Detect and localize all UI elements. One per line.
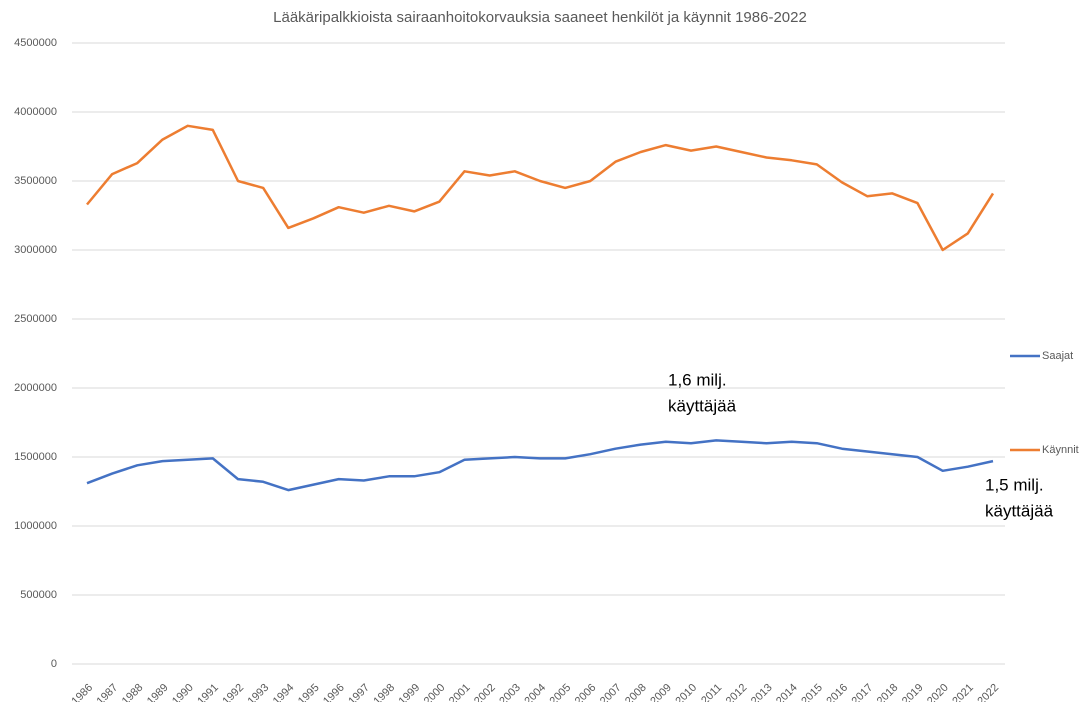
annotation: käyttäjää [985,501,1054,520]
annotation: käyttäjää [668,396,737,415]
y-tick-label: 3500000 [14,175,57,187]
x-tick-label: 1992 [220,682,246,702]
x-tick-label: 2011 [699,682,724,702]
x-tick-label: 2014 [774,682,800,702]
x-tick-label: 1995 [296,682,322,702]
chart-title: Lääkäripalkkioista sairaanhoitokorvauksi… [273,9,807,26]
x-tick-label: 2001 [447,682,473,702]
x-tick-label: 2017 [850,682,876,702]
y-tick-label: 0 [51,658,57,670]
x-tick-label: 2010 [673,682,699,702]
y-tick-label: 2500000 [14,313,57,325]
x-tick-label: 1993 [246,682,272,702]
legend-label: Käynnit [1042,444,1079,456]
y-tick-label: 1500000 [14,451,57,463]
x-tick-label: 1987 [95,682,121,702]
y-tick-label: 2000000 [14,382,57,394]
x-tick-label: 1989 [145,682,171,702]
y-tick-label: 4500000 [14,37,57,49]
x-tick-label: 2008 [623,682,649,702]
x-tick-label: 1997 [346,682,372,702]
x-tick-label: 1986 [69,682,95,702]
x-tick-label: 1996 [321,682,347,702]
x-tick-label: 2007 [598,682,624,702]
x-tick-label: 2000 [422,682,448,702]
x-tick-label: 1998 [371,682,397,702]
x-tick-label: 2015 [799,682,825,702]
x-tick-label: 2022 [975,682,1001,702]
y-tick-label: 500000 [20,589,57,601]
x-tick-label: 2016 [824,682,850,702]
series-line [86,124,995,252]
x-tick-label: 2021 [950,682,976,702]
x-tick-label: 2005 [548,682,574,702]
x-tick-label: 2004 [522,682,548,702]
x-tick-label: 1994 [271,682,297,702]
x-tick-label: 1999 [397,682,423,702]
x-tick-label: 1988 [120,682,146,702]
x-tick-label: 1990 [170,682,196,702]
x-tick-label: 2013 [749,682,775,702]
legend-label: Saajat [1042,350,1073,362]
x-tick-label: 2012 [724,682,750,702]
x-tick-label: 2009 [648,682,674,702]
series-line [86,439,994,492]
y-tick-label: 3000000 [14,244,57,256]
annotation: 1,5 milj. [985,475,1044,494]
x-tick-label: 2018 [875,682,901,702]
y-tick-label: 4000000 [14,106,57,118]
x-tick-label: 2020 [925,682,951,702]
x-tick-label: 2019 [900,682,926,702]
x-tick-label: 2003 [497,682,523,702]
x-tick-label: 2006 [573,682,599,702]
x-tick-label: 1991 [195,682,221,702]
y-tick-label: 1000000 [14,520,57,532]
x-tick-label: 2002 [472,682,498,702]
annotation: 1,6 milj. [668,370,727,389]
